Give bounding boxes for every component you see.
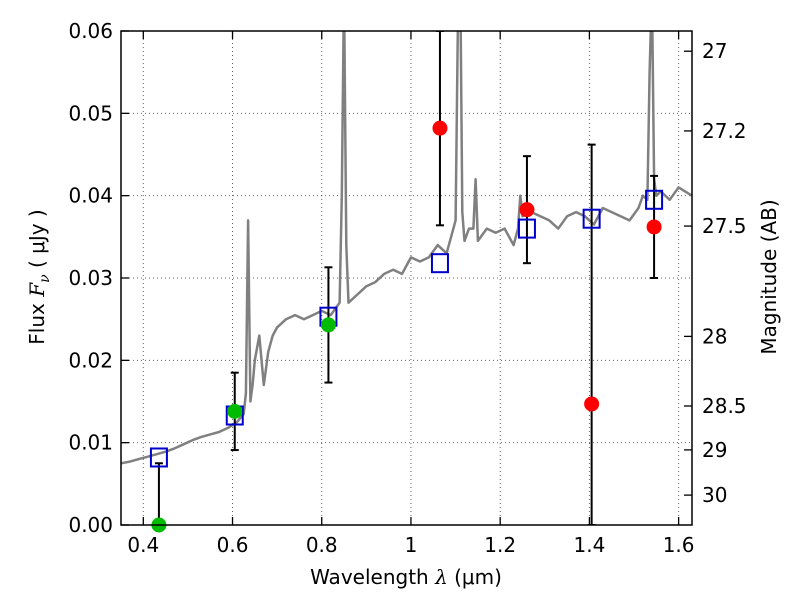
x-axis-label: Wavelength λ (μm) <box>310 565 502 589</box>
mag-tick-label: 29 <box>702 438 727 462</box>
x-tick-label: 0.6 <box>217 533 249 557</box>
mag-tick-label: 27.5 <box>702 214 747 238</box>
x-tick-label: 1.6 <box>663 533 695 557</box>
measurement-point <box>646 219 662 235</box>
y-axis-right-label: Magnitude (AB) <box>757 199 781 354</box>
measurement-point <box>584 396 600 412</box>
y-tick-label: 0.05 <box>68 101 113 125</box>
x-tick-label: 1.4 <box>573 533 605 557</box>
y-tick-label: 0.02 <box>68 348 113 372</box>
y-tick-label: 0.03 <box>68 266 113 290</box>
mag-tick-label: 28.5 <box>702 394 747 418</box>
mag-tick-label: 27 <box>702 39 727 63</box>
axes: 0.4 0.6 0.8 1 1.2 1.4 1.6 0.00 0.01 0.02 0.03 0.04 0… <box>68 19 746 557</box>
y-tick-label: 0.00 <box>68 513 113 537</box>
model-photometry-square <box>517 218 536 239</box>
measurement-point <box>432 120 448 136</box>
plot-area <box>121 31 692 533</box>
x-tick-label: 1 <box>405 533 418 557</box>
x-tick-label: 1.2 <box>484 533 516 557</box>
model-photometry-square <box>149 447 168 468</box>
y-tick-label: 0.01 <box>68 431 113 455</box>
y-axis-label: Flux Fν ( μJy ) <box>25 209 53 344</box>
y-tick-label: 0.04 <box>68 184 113 208</box>
detection-point <box>320 317 336 333</box>
model-spectrum-line <box>121 31 692 465</box>
mag-tick-label: 27.2 <box>702 119 747 143</box>
y-tick-label: 0.06 <box>68 19 113 43</box>
model-photometry-square <box>430 253 449 274</box>
detection-point <box>227 403 243 419</box>
model-photometry-square <box>582 208 601 229</box>
x-tick-label: 0.8 <box>306 533 338 557</box>
mag-tick-label: 30 <box>702 483 727 507</box>
measurement-point <box>519 202 535 218</box>
x-tick-label: 0.4 <box>127 533 159 557</box>
mag-tick-label: 28 <box>702 324 727 348</box>
model-photometry-square <box>645 189 664 210</box>
